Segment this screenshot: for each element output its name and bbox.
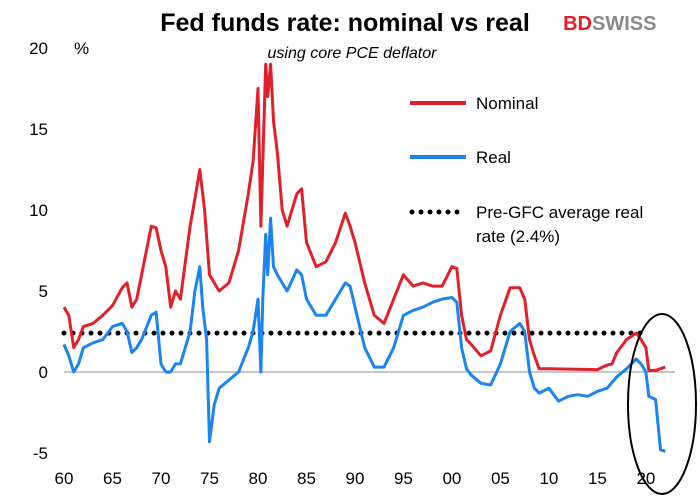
series-lines [62, 62, 666, 453]
x-tick-label: 70 [152, 469, 171, 488]
chart-subtitle: using core PCE deflator [268, 45, 438, 62]
x-axis-ticks: 60 65 70 75 80 85 90 95 00 05 10 15 20 [55, 469, 656, 488]
legend-label-reference: rate (2.4%) [476, 227, 560, 246]
x-tick-label: 65 [103, 469, 122, 488]
x-tick-label: 75 [200, 469, 219, 488]
y-tick-label: -5 [33, 444, 48, 463]
x-tick-label: 95 [394, 469, 413, 488]
series-line-real [62, 216, 666, 453]
highlight-ellipse [627, 313, 697, 495]
chart-title: Fed funds rate: nominal vs real [160, 9, 530, 37]
legend: Nominal Real Pre-GFC average real rate (2.4… [409, 94, 643, 246]
legend-label-real: Real [476, 148, 511, 167]
x-tick-label: 05 [491, 469, 510, 488]
x-tick-label: 90 [345, 469, 364, 488]
legend-label-reference: Pre-GFC average real [476, 203, 643, 222]
x-tick-label: 60 [55, 469, 74, 488]
y-axis-ticks: -5 0 5 10 15 20 [29, 39, 48, 463]
brand-logo-part2: SWISS [592, 13, 656, 35]
x-tick-label: 85 [297, 469, 316, 488]
x-tick-label: 10 [539, 469, 558, 488]
series-line-nominal [62, 62, 666, 372]
y-axis-unit: % [74, 39, 89, 58]
y-tick-label: 5 [39, 282, 48, 301]
legend-label-nominal: Nominal [476, 94, 538, 113]
y-tick-label: 0 [39, 363, 48, 382]
x-tick-label: 00 [442, 469, 461, 488]
brand-logo-part1: BD [563, 13, 592, 35]
x-tick-label: 15 [588, 469, 607, 488]
x-tick-label: 80 [249, 469, 268, 488]
y-tick-label: 20 [29, 39, 48, 58]
brand-logo: BD SWISS [563, 13, 656, 35]
y-tick-label: 10 [29, 201, 48, 220]
y-tick-label: 15 [29, 120, 48, 139]
